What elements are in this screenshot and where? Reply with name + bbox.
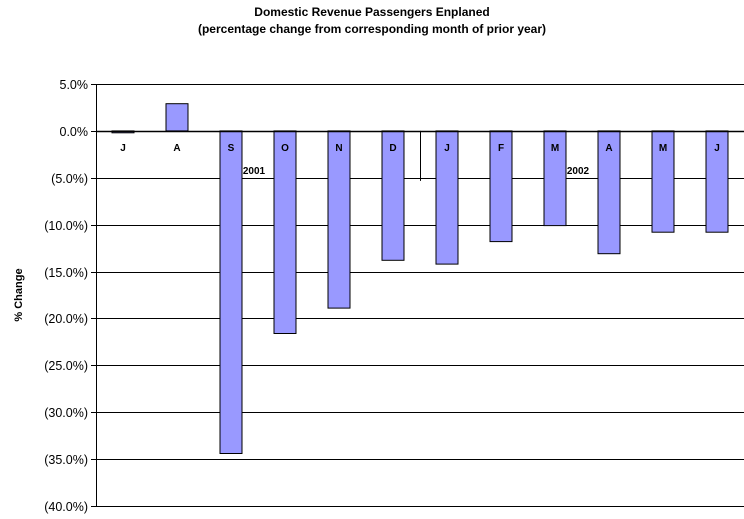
chart-subtitle: (percentage change from corresponding mo… — [197, 22, 547, 36]
month-label: S — [228, 143, 235, 154]
month-label: M — [551, 143, 559, 154]
y-tick-label: (35.0%) — [44, 453, 88, 467]
year-label: 2001 — [243, 166, 266, 177]
y-axis-label: % Change — [13, 268, 25, 321]
month-label: D — [389, 143, 396, 154]
chart-title: Domestic Revenue Passengers Enplaned — [254, 5, 490, 19]
bar — [327, 130, 351, 309]
month-label: J — [120, 143, 126, 154]
gridlines — [96, 84, 744, 507]
y-tick-label: (5.0%) — [51, 172, 88, 186]
y-tick-label: (20.0%) — [44, 312, 88, 326]
month-label: N — [335, 143, 342, 154]
y-tick-label: (15.0%) — [44, 266, 88, 280]
y-tick-label: 5.0% — [60, 78, 89, 92]
y-tick-labels: 5.0% 0.0% (5.0%) (10.0%) (15.0%) (20.0%) (25.0… — [44, 78, 88, 514]
y-tick-label: 0.0% — [60, 125, 89, 139]
y-tick-label: (10.0%) — [44, 219, 88, 233]
month-label: J — [444, 143, 450, 154]
month-label: J — [714, 143, 720, 154]
bar — [219, 130, 243, 454]
bar — [165, 103, 189, 132]
bar — [273, 130, 297, 334]
y-tick-label: (25.0%) — [44, 359, 88, 373]
month-label: A — [173, 143, 180, 154]
month-label: A — [605, 143, 612, 154]
month-label: O — [281, 143, 289, 154]
year-labels: 2001 2002 — [243, 166, 590, 177]
y-tick-label: (40.0%) — [44, 500, 88, 514]
axes — [91, 84, 744, 507]
y-tick-label: (30.0%) — [44, 406, 88, 420]
year-label: 2002 — [567, 166, 590, 177]
month-label: M — [659, 143, 667, 154]
month-label: F — [498, 143, 504, 154]
